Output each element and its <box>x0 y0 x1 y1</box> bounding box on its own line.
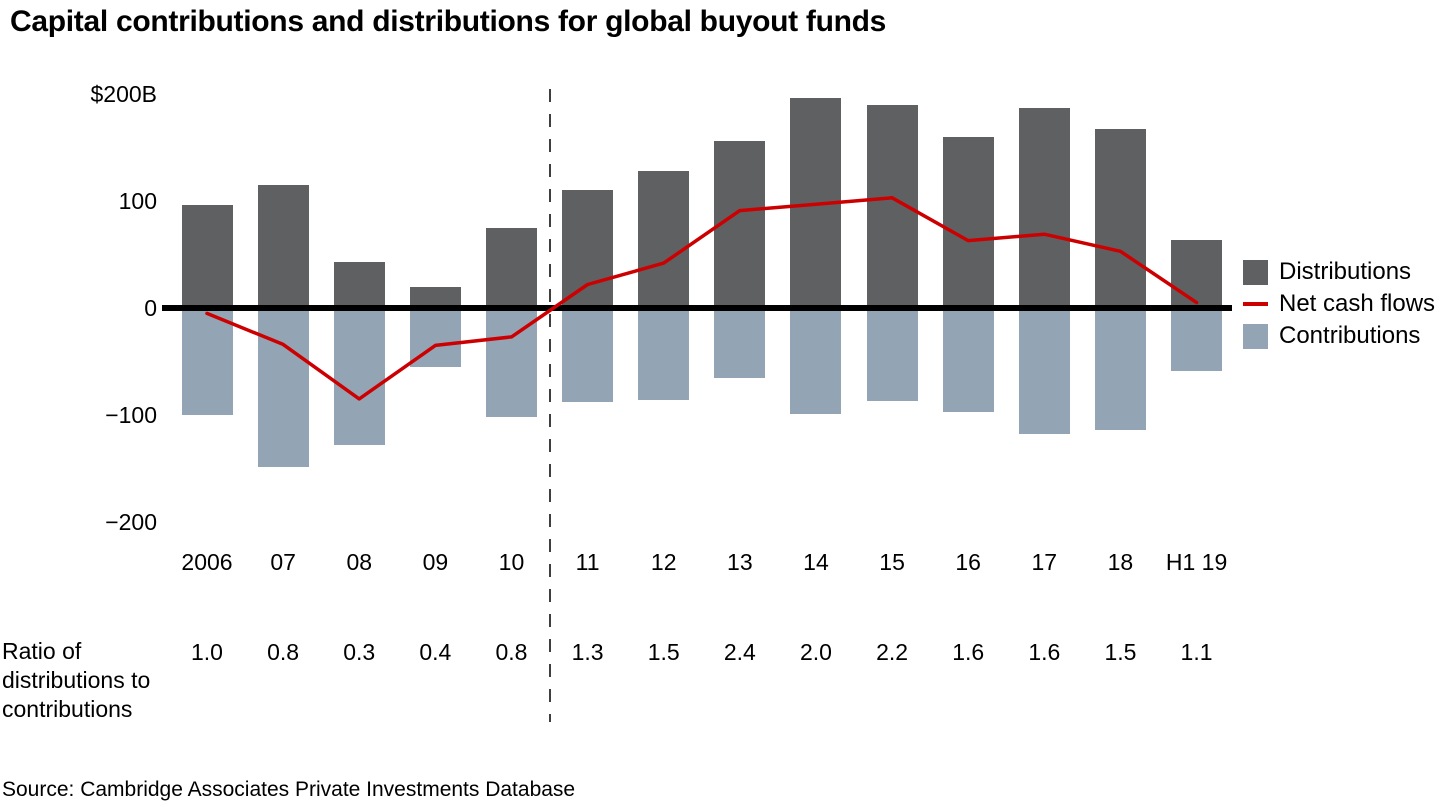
contribution-bar <box>1094 308 1146 430</box>
ratio-value: 1.5 <box>647 639 680 665</box>
contribution-bar <box>942 308 994 412</box>
year-label: 18 <box>1107 549 1134 575</box>
ratio-value: 2.0 <box>799 639 832 665</box>
legend-label-net-cash-flows: Net cash flows <box>1279 290 1436 317</box>
distribution-bar <box>562 190 614 308</box>
ratio-value: 2.4 <box>723 639 756 665</box>
contribution-bar <box>409 308 461 367</box>
distribution-bar <box>257 184 309 308</box>
year-label: 16 <box>955 549 981 575</box>
ratio-row-caption: Ratio of distributions to contributions <box>2 638 151 722</box>
year-label: H1 19 <box>1165 549 1228 575</box>
ratio-value: 1.6 <box>1028 639 1061 665</box>
contributions-swatch-icon <box>1243 323 1268 349</box>
y-axis-tick-label: $200B <box>90 81 157 107</box>
ratio-value: 1.0 <box>191 639 223 665</box>
ratio-value: 0.4 <box>419 639 452 665</box>
year-label: 08 <box>346 549 373 575</box>
distribution-bar <box>638 171 690 308</box>
distribution-bar <box>942 136 994 308</box>
year-label: 12 <box>650 549 677 575</box>
legend-item-distributions: Distributions <box>1243 258 1435 285</box>
year-label: 10 <box>498 549 525 575</box>
ratio-value: 0.3 <box>343 639 376 665</box>
contribution-bar <box>714 308 766 378</box>
ratio-value: 2.2 <box>876 639 909 665</box>
chart-legend: Distributions Net cash flows Contributio… <box>1243 258 1436 355</box>
distribution-bar <box>333 261 385 308</box>
year-label: 09 <box>422 549 449 575</box>
contribution-bar <box>866 308 918 402</box>
contribution-bar <box>333 308 385 445</box>
distribution-bar <box>714 141 766 308</box>
legend-item-contributions: Contributions <box>1243 322 1435 349</box>
contribution-bar <box>562 308 614 403</box>
distribution-bar <box>1018 107 1070 308</box>
legend-label-contributions: Contributions <box>1279 322 1421 349</box>
ratio-value: 0.8 <box>267 639 300 665</box>
chart-title: Capital contributions and distributions … <box>10 5 887 38</box>
year-label: 14 <box>803 549 829 575</box>
year-label: 11 <box>575 549 600 575</box>
distribution-bar <box>1094 129 1146 308</box>
zero-baseline <box>162 305 1232 311</box>
contribution-bar <box>790 308 842 414</box>
distribution-bar <box>866 104 918 308</box>
contribution-bar <box>1171 308 1223 372</box>
legend-item-net-cash-flows: Net cash flows <box>1243 290 1436 317</box>
legend-label-distributions: Distributions <box>1279 258 1412 285</box>
y-axis-tick-label: −100 <box>105 402 157 428</box>
ratio-value: 1.1 <box>1180 639 1213 665</box>
y-axis-tick-label: −200 <box>105 509 157 535</box>
year-label: 15 <box>879 549 905 575</box>
distribution-bar <box>181 205 233 308</box>
ratio-value: 1.3 <box>571 639 604 665</box>
distribution-bar <box>790 98 842 308</box>
y-axis-tick-label: 0 <box>144 295 157 321</box>
contribution-bar <box>181 308 233 415</box>
y-axis-tick-label: 100 <box>118 188 157 214</box>
period-separator-line <box>548 89 551 722</box>
ratio-value: 0.8 <box>495 639 528 665</box>
contribution-bar <box>1018 308 1070 435</box>
ratio-value: 1.5 <box>1104 639 1137 665</box>
ratio-value: 1.6 <box>952 639 985 665</box>
year-label: 07 <box>270 549 296 575</box>
net-cash-flows-swatch-icon <box>1243 302 1268 306</box>
contribution-bar <box>257 308 309 468</box>
distribution-bar <box>1171 239 1223 308</box>
year-label: 13 <box>727 549 753 575</box>
distributions-swatch-icon <box>1243 259 1268 285</box>
contribution-bar <box>485 308 537 418</box>
distribution-bar <box>485 227 537 308</box>
contribution-bar <box>638 308 690 401</box>
source-note: Source: Cambridge Associates Private Inv… <box>2 778 576 801</box>
year-label: 2006 <box>181 549 233 575</box>
year-label: 17 <box>1031 549 1058 575</box>
